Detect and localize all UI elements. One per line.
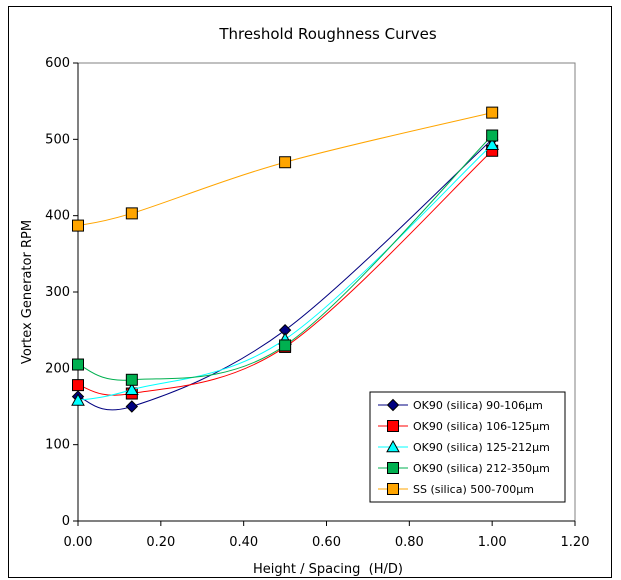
x-tick-label: 1.20 [561,535,590,550]
x-tick-label: 0.00 [64,535,93,550]
legend-entry: OK90 (silica) 212-350µm [378,462,550,475]
series-line [77,144,493,401]
data-point [486,129,499,142]
x-tick-label: 0.40 [229,535,258,550]
legend-label: SS (silica) 500-700µm [413,483,534,496]
data-point [485,137,500,150]
data-point [72,379,84,392]
chart-title: Threshold Roughness Curves [218,25,437,43]
y-axis-title: Vortex Generator RPM [20,220,35,364]
y-tick-label: 300 [45,285,70,300]
x-axis-title: Height / Spacing (H/D) [253,562,403,577]
legend-label: OK90 (silica) 90-106µm [413,399,543,412]
series-line [77,135,493,381]
y-tick-label: 200 [45,361,70,376]
legend-marker [386,398,400,412]
legend-entry: OK90 (silica) 125-212µm [378,439,550,454]
legend-marker [387,462,399,474]
data-point [125,400,139,413]
y-axis: 0 100 200 300 400 500 600 [45,56,79,529]
x-axis: 0.00 0.20 0.40 0.60 0.80 1.00 1.20 [64,520,590,550]
series-2 [71,137,500,406]
legend-entry: OK90 (silica) 106-125µm [378,420,550,433]
data-point [279,156,292,169]
series-3 [72,129,499,386]
x-tick-label: 0.80 [395,535,424,550]
legend: OK90 (silica) 90-106µm OK90 (silica) 106-… [369,391,566,503]
series-line [77,112,493,227]
legend-marker [387,483,399,495]
y-tick-label: 600 [45,56,70,71]
y-tick-label: 400 [45,209,70,224]
x-tick-label: 0.20 [146,535,175,550]
legend-label: OK90 (silica) 106-125µm [413,420,550,433]
series-layer [71,106,500,413]
legend-marker [386,439,400,453]
data-point [486,106,499,119]
data-point [72,358,84,371]
y-tick-label: 0 [62,514,70,529]
data-point [125,373,138,386]
legend-label: OK90 (silica) 125-212µm [413,441,550,454]
data-point [124,382,139,396]
series-line [77,138,493,411]
series-4 [72,106,499,232]
data-point [71,393,85,406]
legend-label: OK90 (silica) 212-350µm [413,462,550,475]
y-tick-label: 100 [45,438,70,453]
data-point [279,339,292,352]
legend-entry: SS (silica) 500-700µm [378,483,534,496]
data-point [72,219,84,232]
y-tick-label: 500 [45,132,70,147]
legend-entry: OK90 (silica) 90-106µm [378,398,543,412]
x-tick-label: 1.00 [478,535,507,550]
x-tick-label: 0.60 [312,535,341,550]
legend-marker [387,420,399,432]
data-point [125,207,138,220]
